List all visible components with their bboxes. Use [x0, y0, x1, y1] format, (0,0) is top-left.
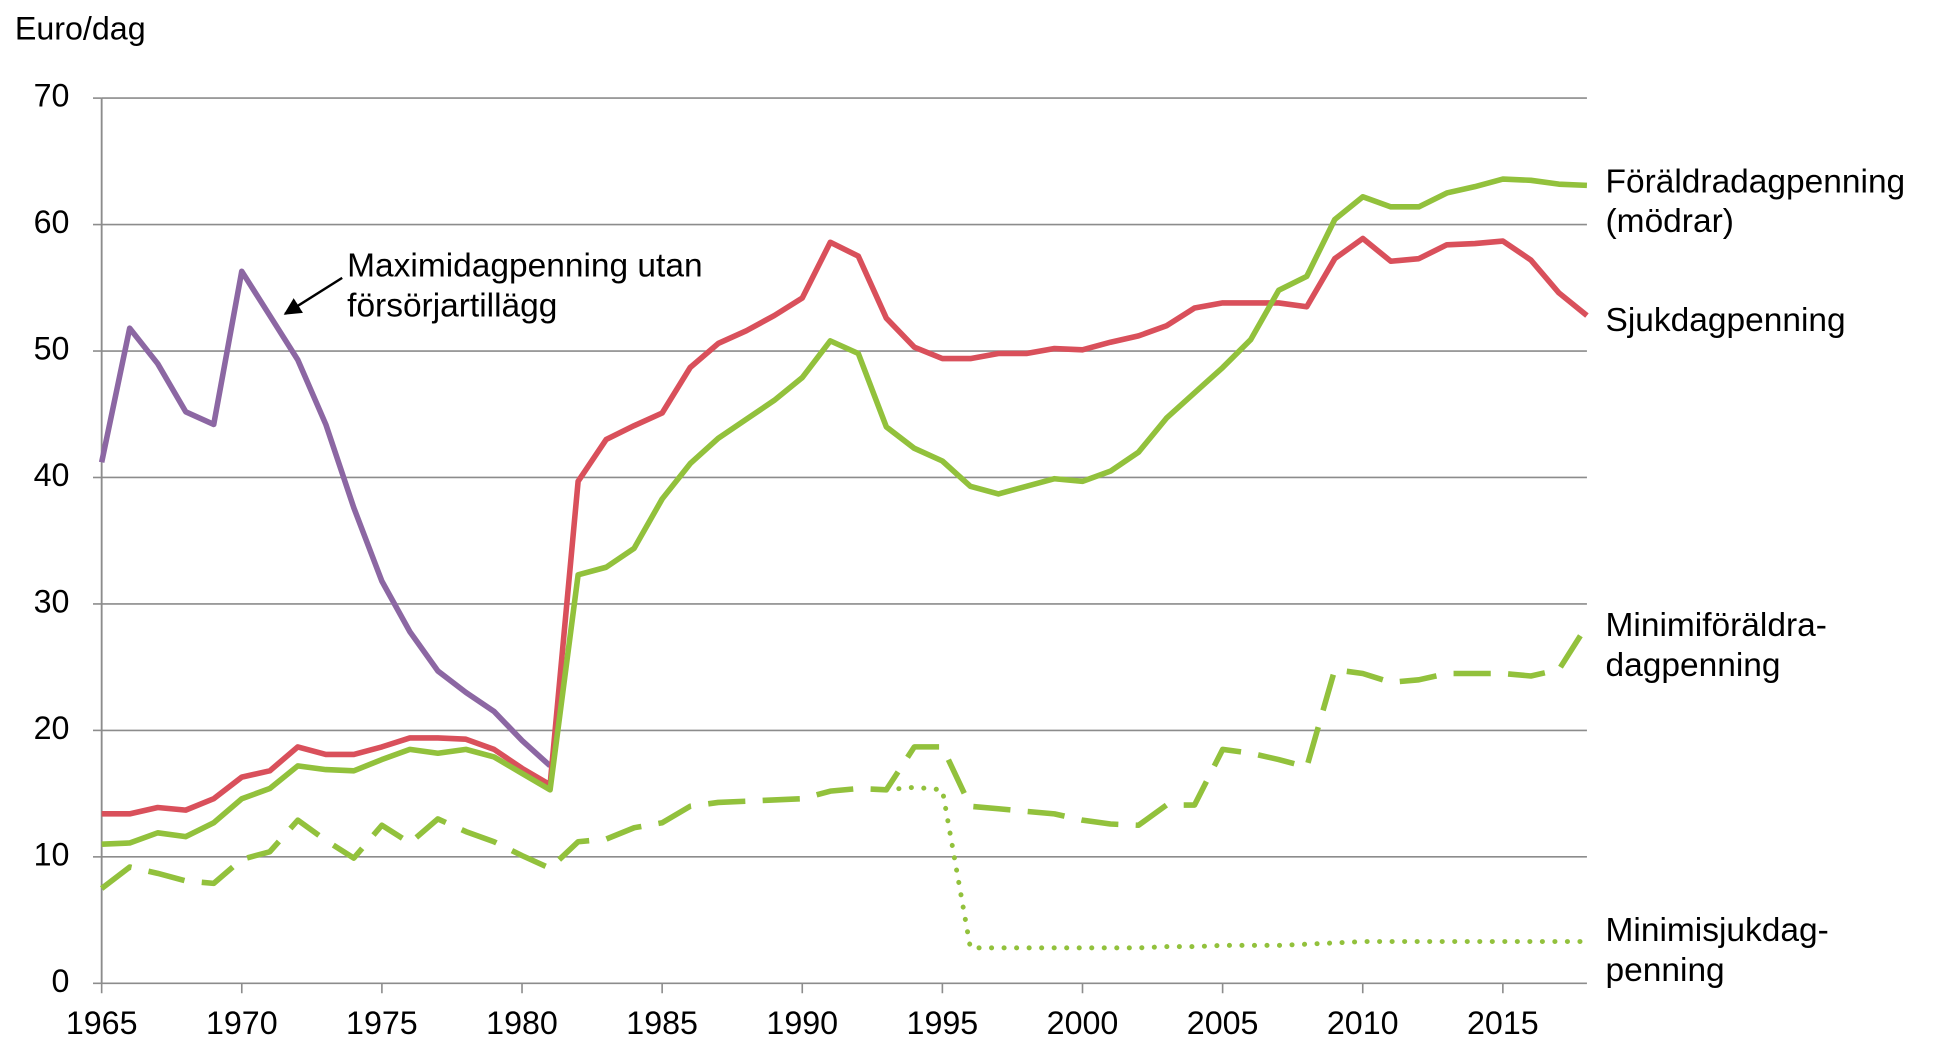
series-label-text: Minimiföräldra-dagpenning: [1605, 606, 1827, 684]
y-tick-label: 40: [34, 457, 70, 493]
x-tick-label: 1980: [486, 1005, 558, 1041]
series-line: [98, 268, 552, 768]
series-label: Minimiföräldra-dagpenning: [1605, 606, 1827, 684]
y-tick-label: 30: [34, 583, 70, 619]
series-line: [101, 176, 1588, 848]
series-line: [883, 784, 1590, 951]
series-label: Maximidagpenning utan försörjartillägg: [347, 246, 703, 324]
x-tick-label: 2010: [1327, 1005, 1399, 1041]
series-label: Minimisjukdag-penning: [1605, 911, 1829, 989]
x-tick-label: 1975: [346, 1005, 418, 1041]
x-tick-label: 1965: [66, 1005, 138, 1041]
y-tick-label: 50: [34, 331, 70, 367]
x-tick-label: 2005: [1187, 1005, 1259, 1041]
x-tick-label: 1985: [626, 1005, 698, 1041]
x-tick-label: 1970: [206, 1005, 278, 1041]
series-line: [99, 623, 1590, 891]
x-tick-label: 1995: [907, 1005, 979, 1041]
x-tick-label: 1990: [766, 1005, 838, 1041]
series-label: Sjukdagpenning: [1605, 301, 1846, 339]
y-axis-label: Euro/dag: [15, 11, 146, 47]
series-label-text: Sjukdagpenning: [1605, 301, 1846, 339]
y-tick-label: 10: [34, 836, 70, 872]
annotation-arrow: [283, 276, 343, 315]
series-label-text: Föräldradagpenning (mödrar): [1605, 162, 1906, 240]
series-label-text: Maximidagpenning utan försörjartillägg: [347, 246, 703, 324]
y-tick-label: 60: [34, 204, 70, 240]
series-label-text: Minimisjukdag-penning: [1605, 911, 1829, 989]
x-tick-label: 2015: [1467, 1005, 1539, 1041]
y-tick-label: 0: [52, 963, 70, 999]
y-tick-label: 20: [34, 710, 70, 746]
series-line: [101, 235, 1589, 817]
series-label: Föräldradagpenning (mödrar): [1605, 162, 1906, 240]
x-tick-label: 2000: [1047, 1005, 1119, 1041]
y-tick-label: 70: [34, 78, 70, 114]
